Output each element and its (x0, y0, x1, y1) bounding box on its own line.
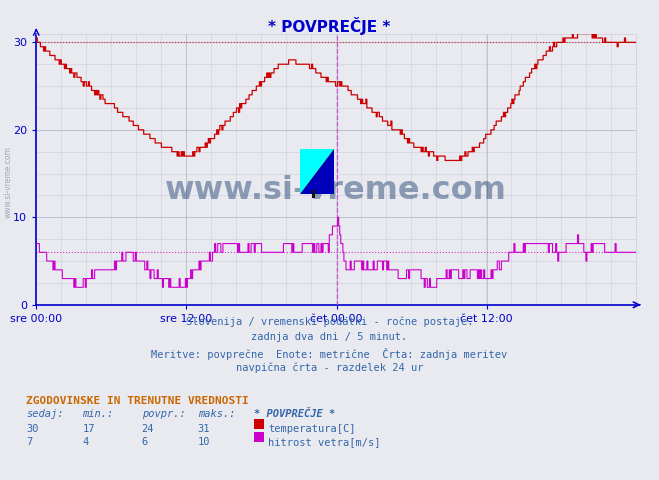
Text: povpr.:: povpr.: (142, 409, 185, 420)
Text: 30: 30 (26, 424, 39, 434)
Text: temperatura[C]: temperatura[C] (268, 424, 356, 434)
Text: 10: 10 (198, 437, 210, 447)
Text: maks.:: maks.: (198, 409, 235, 420)
Text: www.si-vreme.com: www.si-vreme.com (4, 146, 13, 218)
Text: ZGODOVINSKE IN TRENUTNE VREDNOSTI: ZGODOVINSKE IN TRENUTNE VREDNOSTI (26, 396, 249, 406)
Text: Slovenija / vremenski podatki - ročne postaje.: Slovenija / vremenski podatki - ročne po… (186, 317, 473, 327)
Text: sedaj:: sedaj: (26, 409, 64, 420)
Text: www.si-vreme.com: www.si-vreme.com (165, 175, 507, 206)
Text: 4: 4 (82, 437, 88, 447)
Text: min.:: min.: (82, 409, 113, 420)
Polygon shape (300, 149, 334, 194)
Text: * POVPREČJE *: * POVPREČJE * (268, 17, 391, 35)
Text: hitrost vetra[m/s]: hitrost vetra[m/s] (268, 437, 381, 447)
Text: zadnja dva dni / 5 minut.: zadnja dva dni / 5 minut. (251, 332, 408, 342)
Text: 17: 17 (82, 424, 95, 434)
Text: 31: 31 (198, 424, 210, 434)
Text: Meritve: povprečne  Enote: metrične  Črta: zadnja meritev: Meritve: povprečne Enote: metrične Črta:… (152, 348, 507, 360)
Polygon shape (300, 149, 334, 194)
Text: 7: 7 (26, 437, 32, 447)
Text: * POVPREČJE *: * POVPREČJE * (254, 409, 335, 420)
Bar (312, 190, 314, 198)
Text: navpična črta - razdelek 24 ur: navpična črta - razdelek 24 ur (236, 363, 423, 373)
Text: 24: 24 (142, 424, 154, 434)
Text: 6: 6 (142, 437, 148, 447)
